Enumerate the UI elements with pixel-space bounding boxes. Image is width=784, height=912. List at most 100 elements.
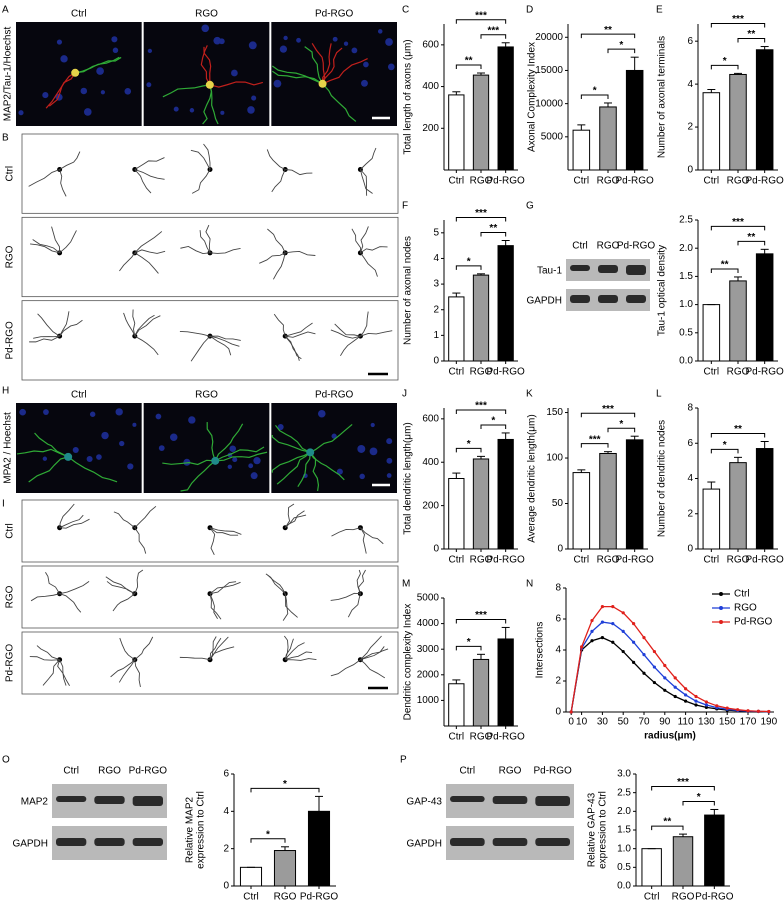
bar xyxy=(472,274,490,362)
x-tick-label: Pd-RGO xyxy=(695,892,734,903)
significance-label: ** xyxy=(465,56,473,67)
nucleus xyxy=(386,457,393,464)
nucleus xyxy=(72,446,79,454)
y-tick-label: 3000 xyxy=(417,644,440,655)
nucleus xyxy=(19,408,26,416)
y-axis-label: expression to Ctrl xyxy=(196,791,207,869)
tracing xyxy=(32,239,60,254)
panel-letter: D xyxy=(526,5,533,16)
y-tick-label: 1 xyxy=(433,330,439,341)
point xyxy=(590,629,594,634)
significance-label: ** xyxy=(663,817,671,828)
neurite xyxy=(321,43,332,84)
point xyxy=(632,622,636,626)
neurite xyxy=(322,58,368,85)
soma xyxy=(205,80,214,89)
tracing xyxy=(199,230,211,254)
lane-label: RGO xyxy=(597,241,620,252)
point xyxy=(580,645,584,649)
significance-label: * xyxy=(467,439,471,450)
significance-bracket xyxy=(607,427,636,433)
y-tick-label: 3 xyxy=(433,279,439,290)
y-tick-label: 0.5 xyxy=(679,327,693,338)
stain-label: MPA2 / Hoechst xyxy=(3,412,14,484)
nucleus xyxy=(189,108,195,113)
point xyxy=(652,649,657,654)
point xyxy=(715,704,719,708)
y-tick-label: 1.5 xyxy=(679,271,693,282)
neurite xyxy=(271,65,323,85)
bar xyxy=(702,488,721,550)
bar xyxy=(672,836,694,887)
nucleus xyxy=(227,464,233,469)
tracing xyxy=(119,252,136,272)
panel-letter: L xyxy=(656,389,662,400)
x-tick-label: 90 xyxy=(659,717,671,728)
y-tick-label: 200 xyxy=(422,500,439,511)
band xyxy=(56,838,87,846)
point xyxy=(611,605,615,609)
band xyxy=(535,796,570,806)
nucleus xyxy=(96,454,102,460)
neurite xyxy=(180,460,216,492)
x-tick-label: Ctrl xyxy=(574,555,590,566)
point xyxy=(704,703,709,707)
nucleus xyxy=(42,92,49,99)
significance-label: ** xyxy=(734,424,742,435)
point xyxy=(652,680,657,685)
significance-bracket xyxy=(580,94,609,99)
tracing xyxy=(360,659,386,679)
tracing xyxy=(59,230,77,254)
neurite xyxy=(274,424,311,453)
significance-label: ** xyxy=(747,29,755,40)
y-tick-label: 0 xyxy=(687,165,693,176)
column-label: Pd-RGO xyxy=(315,9,354,20)
tracing xyxy=(190,149,211,170)
y-tick-label: 600 xyxy=(422,39,439,50)
significance-bracket xyxy=(710,432,766,438)
tracing xyxy=(340,335,361,357)
significance-bracket xyxy=(455,19,507,24)
tracing xyxy=(271,169,286,193)
tracing xyxy=(209,581,241,595)
nucleus xyxy=(100,90,105,95)
lane-label: Pd-RGO xyxy=(129,766,168,777)
point xyxy=(663,688,667,692)
lane-label: RGO xyxy=(499,766,522,777)
tracing xyxy=(36,645,60,661)
point xyxy=(621,629,625,634)
significance-label: *** xyxy=(732,217,744,228)
bar xyxy=(572,129,591,171)
tracing xyxy=(360,246,388,254)
column-label: Pd-RGO xyxy=(315,390,354,401)
bar xyxy=(472,658,490,727)
tracing xyxy=(360,527,367,554)
tracing xyxy=(59,580,90,595)
band xyxy=(56,796,87,802)
tracing xyxy=(209,335,240,347)
x-tick-label: RGO xyxy=(727,176,750,187)
nucleus xyxy=(89,411,96,417)
y-tick-label: 2.0 xyxy=(617,806,631,817)
point xyxy=(663,663,667,668)
significance-bracket xyxy=(455,64,482,70)
tracing-row xyxy=(21,499,399,563)
y-tick-label: 600 xyxy=(422,413,439,424)
y-tick-label: 2000 xyxy=(417,669,440,680)
significance-label: *** xyxy=(475,10,487,21)
band xyxy=(535,838,570,846)
point xyxy=(611,622,615,626)
y-tick-label: 50 xyxy=(552,498,564,509)
panel-letter: J xyxy=(402,389,407,400)
bar xyxy=(472,74,490,171)
point xyxy=(704,700,709,704)
y-tick-label: 6 xyxy=(687,438,693,449)
x-tick-label: Pd-RGO xyxy=(615,176,654,187)
nucleus xyxy=(331,433,337,439)
band xyxy=(598,295,618,303)
nucleus xyxy=(247,106,255,114)
tracing xyxy=(113,511,136,529)
series-line xyxy=(570,605,769,713)
